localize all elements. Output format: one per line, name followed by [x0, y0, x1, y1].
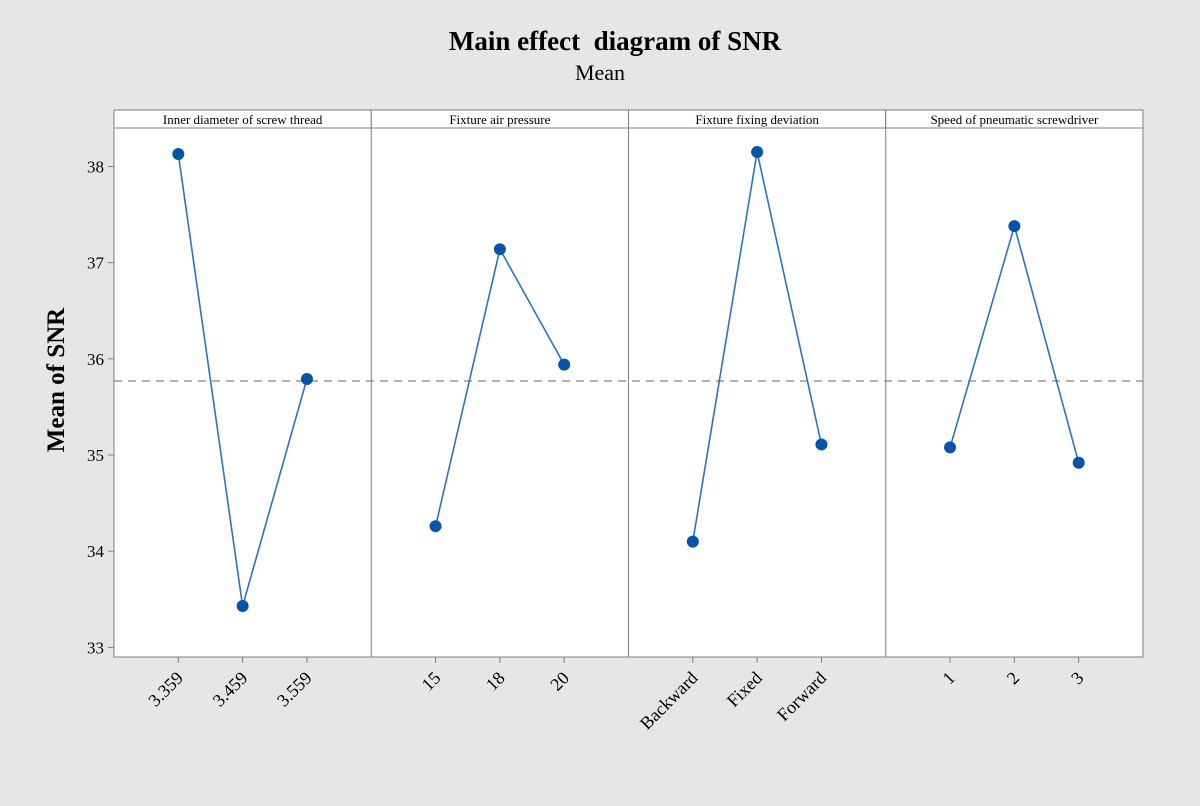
x-tick-label-1-1: 3.359 [144, 668, 187, 711]
data-point-2-3 [558, 358, 571, 371]
data-point-1-2 [236, 600, 249, 613]
y-tick-label-34: 34 [87, 542, 105, 561]
chart-title: Main effect diagram of SNR [449, 26, 782, 56]
data-point-2-1 [429, 520, 442, 533]
plot-area: Inner diameter of screw thread Fixture ai… [87, 109, 1144, 734]
x-tick-label-2-3: 20 [546, 668, 573, 695]
data-point-3-3 [815, 438, 828, 451]
data-point-3-2 [751, 146, 764, 159]
x-tick-label-1-2: 3.459 [209, 668, 252, 711]
x-tick-label-1-3: 3.559 [273, 668, 316, 711]
data-point-4-3 [1072, 456, 1085, 469]
x-tick-label-3-2: Fixed [723, 668, 766, 711]
y-tick-label-35: 35 [87, 446, 104, 465]
x-tick-label-2-2: 18 [482, 668, 509, 695]
y-axis-label: Mean of SNR [43, 307, 70, 452]
data-point-3-1 [686, 535, 699, 548]
panel-title-3: Fixture fixing deviation [695, 112, 819, 127]
data-point-1-3 [300, 373, 313, 386]
chart-subtitle: Mean [575, 60, 625, 85]
x-tick-label-3-3: Forward [773, 668, 830, 725]
data-point-1-1 [172, 147, 185, 160]
data-point-2-2 [493, 243, 506, 256]
x-tick-label-2-1: 15 [418, 668, 445, 695]
x-tick-label-3-1: Backward [636, 668, 702, 734]
y-tick-label-33: 33 [87, 638, 104, 657]
panel-title-4: Speed of pneumatic screwdriver [930, 112, 1099, 127]
y-tick-label-37: 37 [87, 254, 105, 273]
data-point-4-2 [1008, 220, 1021, 233]
x-tick-label-4-2: 2 [1003, 668, 1024, 689]
y-tick-label-38: 38 [87, 157, 104, 176]
x-tick-label-4-3: 3 [1067, 668, 1088, 689]
data-point-4-1 [944, 441, 957, 454]
panel-title-2: Fixture air pressure [449, 112, 550, 127]
y-tick-label-36: 36 [87, 350, 104, 369]
x-tick-label-4-1: 1 [938, 668, 959, 689]
panel-title-1: Inner diameter of screw thread [163, 112, 323, 127]
